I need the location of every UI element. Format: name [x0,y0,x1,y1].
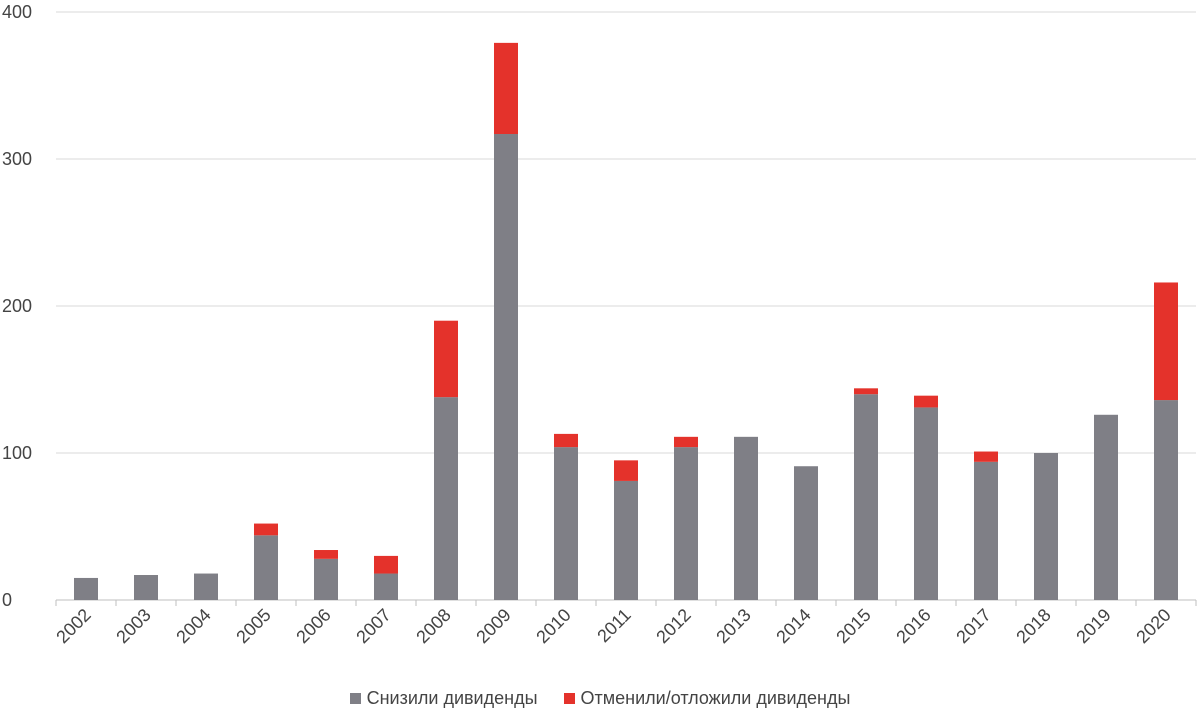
x-tick-label-2019: 2019 [1072,605,1114,647]
bar-reduced-2011 [614,480,638,600]
bar-reduced-2015 [854,394,878,600]
bar-reduced-2012 [674,447,698,600]
x-tick-label-2014: 2014 [772,605,814,647]
bar-reduced-2009 [494,134,518,600]
x-tick-label-2007: 2007 [352,605,394,647]
x-tick-label-2005: 2005 [232,605,274,647]
bar-cancelled-2010 [554,433,578,448]
bar-reduced-2010 [554,447,578,600]
x-tick-label-2013: 2013 [712,605,754,647]
legend-label-cancelled: Отменили/отложили дивиденды [580,687,851,708]
x-tick-label-2018: 2018 [1012,605,1054,647]
bar-reduced-2002 [74,577,98,600]
bar-reduced-2003 [134,575,158,600]
bar-reduced-2005 [254,535,278,600]
bar-reduced-2019 [1094,414,1118,600]
x-tick-label-2015: 2015 [832,605,874,647]
y-tick-label-300: 300 [2,149,32,169]
x-tick-label-2004: 2004 [172,605,214,647]
bar-reduced-2008 [434,397,458,600]
bar-reduced-2018 [1034,453,1058,600]
bar-reduced-2020 [1154,400,1178,600]
x-tick-label-2009: 2009 [472,605,514,647]
bar-cancelled-2016 [914,395,938,408]
y-tick-label-100: 100 [2,443,32,463]
legend-item-reduced: Снизили дивиденды [349,687,538,709]
bar-cancelled-2017 [974,451,998,462]
bar-cancelled-2012 [674,436,698,448]
y-tick-label-0: 0 [2,590,12,610]
bar-reduced-2016 [914,407,938,600]
bar-reduced-2004 [194,573,218,600]
y-tick-label-400: 400 [2,2,32,22]
bar-reduced-2006 [314,558,338,600]
legend-item-cancelled: Отменили/отложили дивиденды [563,687,851,709]
legend: Снизили дивиденды Отменили/отложили диви… [0,684,1200,712]
x-tick-label-2008: 2008 [412,605,454,647]
y-tick-label-200: 200 [2,296,32,316]
bar-cancelled-2007 [374,555,398,574]
x-tick-label-2017: 2017 [952,605,994,647]
bar-cancelled-2020 [1154,282,1178,401]
bar-cancelled-2008 [434,320,458,398]
x-tick-label-2012: 2012 [652,605,694,647]
x-tick-label-2006: 2006 [292,605,334,647]
x-tick-label-2016: 2016 [892,605,934,647]
chart-svg: 0 100 200 300 400 2002 2003 2004 2005 2006 2007 200… [2,2,1197,647]
bar-reduced-2014 [794,466,818,600]
bar-cancelled-2006 [314,550,338,559]
bar-cancelled-2005 [254,523,278,536]
x-tick-label-2011: 2011 [593,605,635,647]
bar-reduced-2017 [974,461,998,600]
bar-cancelled-2015 [854,388,878,395]
legend-swatch-cancelled [563,692,575,704]
bar-cancelled-2011 [614,460,638,481]
bar-cancelled-2009 [494,42,518,135]
bar-reduced-2007 [374,573,398,600]
bar-reduced-2013 [734,436,758,600]
legend-label-reduced: Снизили дивиденды [366,687,538,708]
x-tick-label-2010: 2010 [532,605,574,647]
x-tick-label-2020: 2020 [1132,605,1174,647]
x-tick-label-2002: 2002 [52,605,94,647]
x-tick-label-2003: 2003 [112,605,154,647]
legend-swatch-reduced [349,692,361,704]
